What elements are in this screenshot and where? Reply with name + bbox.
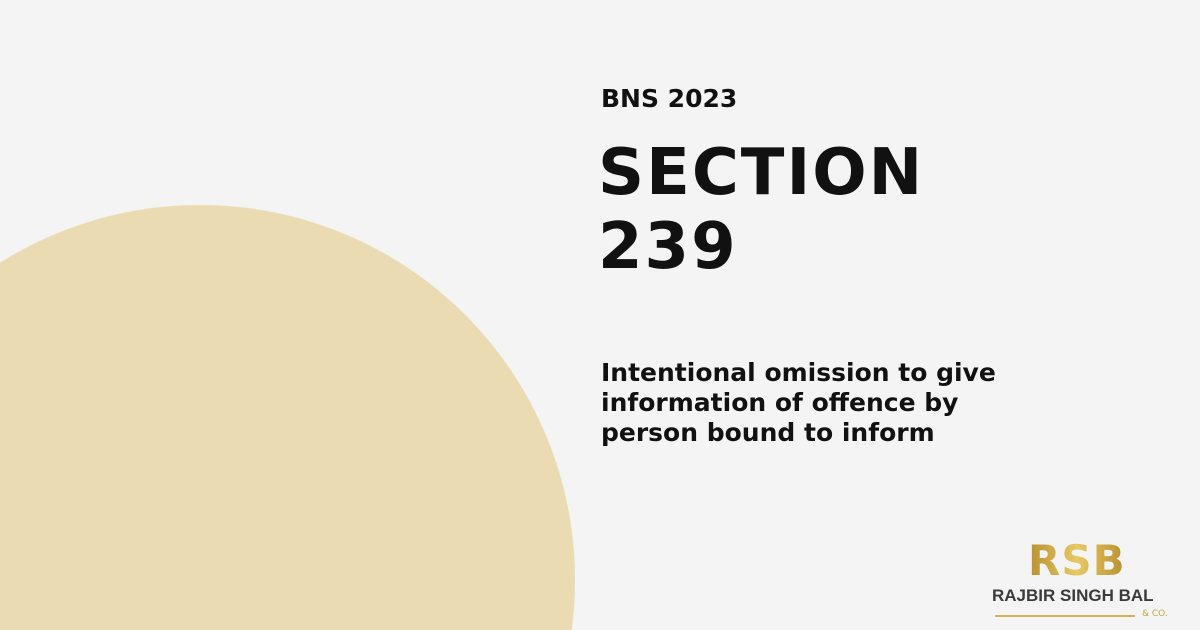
logo-suffix: & CO. [1142, 609, 1168, 619]
section-description: Intentional omission to give information… [601, 358, 996, 447]
section-number: 239 [598, 210, 738, 284]
decorative-circle [0, 204, 575, 630]
logo-divider [995, 615, 1135, 617]
firm-logo: RSB RAJBIR SINGH BAL & CO. [992, 540, 1172, 620]
section-title-line1: SECTION [598, 136, 925, 210]
act-label: BNS 2023 [601, 84, 738, 113]
logo-monogram: RSB [1028, 536, 1126, 585]
logo-firm-name: RAJBIR SINGH BAL [992, 586, 1154, 605]
section-title: SECTION 239 [598, 136, 924, 284]
